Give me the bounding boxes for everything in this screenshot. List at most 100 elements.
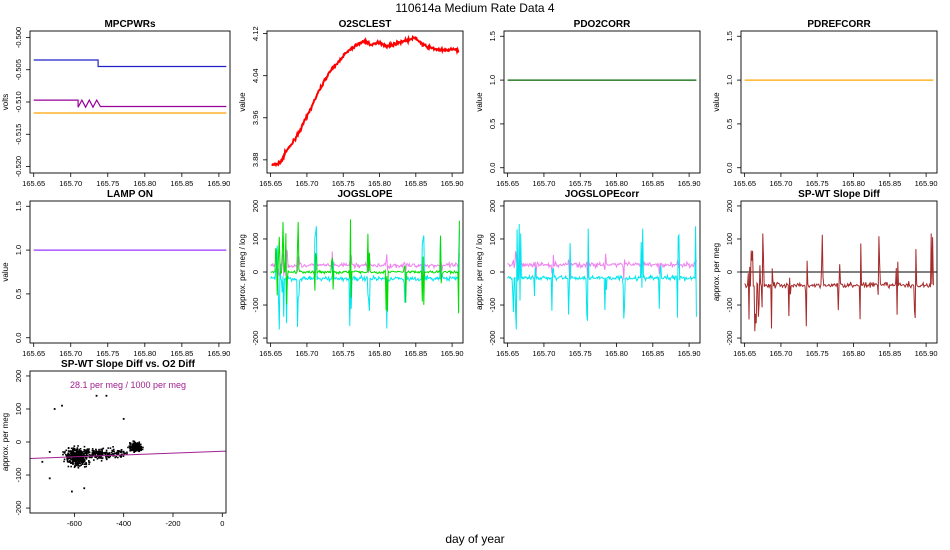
- x-tick-label: 165.90: [207, 179, 230, 188]
- scatter-point: [132, 449, 135, 452]
- x-tick-label: 165.90: [678, 179, 701, 188]
- scatter-point: [89, 454, 92, 456]
- scatter-panel: SP-WT Slope Diff vs. O2 Diff approx. per …: [1, 359, 227, 528]
- scatter-point: [133, 450, 136, 452]
- scatter-point: [67, 447, 70, 449]
- scatter-point: [78, 448, 80, 451]
- scatter-point: [137, 448, 139, 451]
- scatter-point: [79, 456, 82, 459]
- scatter-point: [133, 451, 135, 454]
- jogslope-panel: JOGSLOPE approx. per meg / log 165.65 165.7…: [238, 189, 464, 358]
- x-tick-label: 165.65: [22, 179, 45, 188]
- scatter-point: [66, 455, 68, 457]
- scatter-point: [81, 461, 83, 464]
- plot-area: [30, 394, 226, 493]
- fit-annotation: 28.1 per meg / 1000 per meg: [70, 380, 186, 390]
- scatter-point: [75, 462, 78, 465]
- x-tick-label: -600: [67, 519, 82, 528]
- scatter-point: [114, 452, 116, 455]
- scatter-point: [110, 451, 113, 454]
- scatter-point: [74, 455, 76, 457]
- scatter-point: [106, 453, 109, 455]
- scatter-point: [63, 452, 66, 454]
- panel-title: SP-WT Slope Diff vs. O2 Diff: [61, 359, 196, 370]
- scatter-point: [72, 463, 74, 466]
- scatter-point: [75, 458, 78, 460]
- scatter-point: [101, 450, 104, 453]
- scatter-point: [69, 457, 71, 459]
- scatter-point: [100, 448, 102, 451]
- x-tick-label: 165.70: [59, 349, 82, 358]
- y-tick-label: 0.5: [14, 289, 23, 299]
- scatter-point: [137, 445, 140, 448]
- scatter-point: [64, 450, 66, 453]
- x-tick-label: 165.75: [569, 179, 592, 188]
- scatter-point: [107, 452, 110, 455]
- scatter-point: [129, 445, 132, 447]
- scatter-point: [129, 442, 131, 444]
- y-tick-label: 4.12: [251, 26, 260, 41]
- scatter-point: [93, 451, 96, 454]
- scatter-point: [91, 449, 94, 452]
- scatter-point: [76, 458, 79, 461]
- y-tick-label: -200: [14, 501, 23, 516]
- scatter-point: [80, 458, 83, 460]
- y-axis-label: value: [1, 262, 10, 282]
- scatter-point: [80, 464, 82, 466]
- scatter-point: [135, 447, 138, 449]
- scatter-point: [75, 452, 78, 454]
- scatter-point: [78, 459, 81, 462]
- scatter-point: [131, 449, 133, 451]
- scatter-point: [67, 465, 70, 468]
- scatter-point: [111, 449, 113, 452]
- y-tick-label: 0.0: [488, 163, 497, 173]
- y-tick-label: 1.0: [725, 75, 734, 85]
- y-tick-label: 0: [251, 270, 260, 274]
- series-line: [270, 226, 460, 330]
- y-tick-label: 3.88: [251, 153, 260, 168]
- y-tick-label: -0.515: [14, 124, 23, 145]
- y-tick-label: -100: [251, 298, 260, 313]
- scatter-point: [66, 459, 69, 462]
- scatter-point: [96, 452, 99, 455]
- y-tick-label: 1.5: [14, 201, 23, 211]
- scatter-point: [81, 454, 83, 457]
- y-tick-label: -100: [488, 298, 497, 313]
- scatter-point: [67, 453, 70, 456]
- scatter-point: [71, 457, 74, 459]
- scatter-point: [83, 460, 86, 463]
- scatter-point: [74, 460, 77, 462]
- series-line: [271, 34, 460, 168]
- fit-line: [30, 450, 226, 459]
- x-tick-label: 165.65: [496, 349, 519, 358]
- scatter-point: [68, 455, 70, 458]
- scatter-point: [98, 454, 100, 456]
- scatter-point: [131, 443, 134, 446]
- x-tick-label: 0: [220, 519, 224, 528]
- figure-title: 110614a Medium Rate Data 4: [395, 1, 555, 15]
- scatter-point: [72, 449, 74, 451]
- scatter-point: [107, 447, 110, 449]
- scatter-point: [88, 453, 91, 456]
- x-tick-label: 165.70: [532, 349, 555, 358]
- scatter-point: [136, 442, 139, 444]
- y-tick-label: 200: [14, 370, 23, 383]
- scatter-point: [138, 448, 141, 451]
- scatter-point: [100, 459, 103, 462]
- y-tick-label: 100: [488, 233, 497, 246]
- plot-area: [271, 34, 460, 168]
- scatter-point: [136, 445, 139, 447]
- scatter-point: [94, 453, 97, 455]
- y-tick-label: 0.5: [488, 119, 497, 129]
- scatter-point: [80, 457, 83, 459]
- pdrefcorr-panel: PDREFCORR value 165.65 165.70 165.75 165.80 16…: [712, 19, 938, 188]
- scatter-point: [94, 454, 96, 456]
- x-tick-label: 165.75: [332, 179, 355, 188]
- scatter-point: [127, 446, 129, 449]
- scatter-point: [81, 459, 84, 462]
- scatter-point: [129, 442, 132, 445]
- scatter-point: [135, 444, 137, 446]
- x-tick-label: 165.80: [605, 349, 628, 358]
- scatter-point: [76, 463, 79, 466]
- scatter-point: [137, 450, 140, 452]
